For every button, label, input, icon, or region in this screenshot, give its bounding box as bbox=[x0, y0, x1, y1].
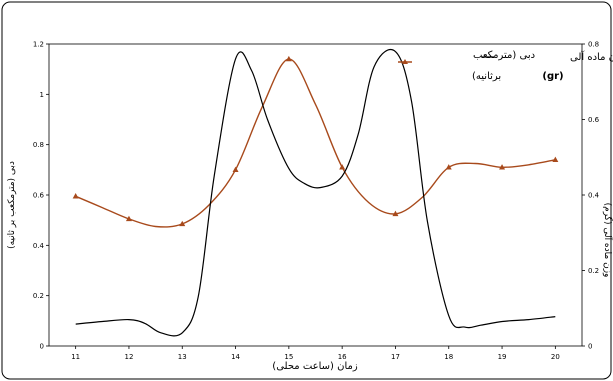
series-point bbox=[339, 164, 346, 170]
x-tick-label: 19 bbox=[498, 353, 507, 361]
y2-tick-label: 0.2 bbox=[588, 267, 599, 275]
y2-tick-label: 0 bbox=[588, 343, 592, 351]
x-tick-label: 12 bbox=[124, 353, 133, 361]
y2-tick-label: 0.6 bbox=[588, 116, 600, 124]
x-tick-label: 17 bbox=[391, 353, 400, 361]
y-tick-label: 0.2 bbox=[33, 292, 44, 300]
y-axis-label: دبی (مترمکعب بر ثانیه) bbox=[7, 161, 17, 249]
y-tick-label: 0.8 bbox=[33, 141, 44, 149]
series-point bbox=[499, 164, 506, 170]
legend-discharge-marker bbox=[402, 59, 408, 64]
y-tick-label: 0 bbox=[40, 343, 44, 351]
x-tick-label: 18 bbox=[444, 353, 453, 361]
series-line-0 bbox=[75, 58, 556, 228]
x-axis-ticks: 11 12 13 14 15 16 17 18 19 20 bbox=[71, 346, 560, 361]
series-line-1 bbox=[75, 49, 556, 337]
y2-axis-label: وزن ماده آلی (گرم) bbox=[602, 203, 613, 278]
legend-organic-label: وزن ماده آلی bbox=[570, 50, 613, 63]
x-tick-label: 13 bbox=[178, 353, 187, 361]
x-tick-label: 16 bbox=[338, 353, 347, 361]
y-axis-ticks: 0 0.2 0.4 0.6 0.8 1 1.2 bbox=[33, 41, 49, 351]
legend-discharge-unit: برثانیه) bbox=[472, 71, 501, 82]
series-point bbox=[445, 164, 452, 170]
series-point bbox=[285, 55, 292, 62]
x-axis-label: زمان (ساعت محلی) bbox=[272, 361, 358, 372]
y2-tick-label: 0.4 bbox=[588, 192, 600, 200]
y-tick-label: 1 bbox=[40, 91, 44, 99]
series-point bbox=[552, 156, 559, 162]
series-point bbox=[392, 210, 399, 217]
x-tick-label: 14 bbox=[231, 353, 240, 361]
legend-discharge-label: دبی (مترمکعب bbox=[473, 50, 535, 61]
series-point bbox=[125, 215, 132, 222]
y2-tick-label: 0.8 bbox=[588, 41, 599, 49]
series-point bbox=[72, 193, 79, 199]
x-tick-label: 15 bbox=[284, 353, 293, 361]
legend: وزن ماده آلی (gr) دبی (مترمکعب برثانیه) bbox=[398, 50, 613, 82]
y-tick-label: 1.2 bbox=[33, 41, 44, 49]
x-tick-label: 11 bbox=[71, 353, 80, 361]
x-tick-label: 20 bbox=[551, 353, 560, 361]
y-tick-label: 0.6 bbox=[33, 192, 45, 200]
series-layer bbox=[72, 49, 559, 337]
series-point bbox=[179, 220, 186, 227]
y2-axis-ticks: 0 0.2 0.4 0.6 0.8 bbox=[582, 41, 600, 351]
series-point bbox=[232, 166, 239, 173]
legend-organic-unit: (gr) bbox=[542, 71, 563, 82]
y-tick-label: 0.4 bbox=[33, 242, 45, 250]
